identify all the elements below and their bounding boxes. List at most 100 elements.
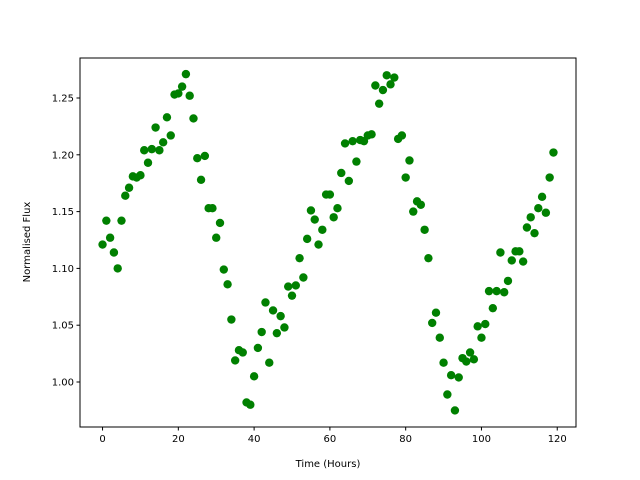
point — [420, 225, 429, 234]
point — [488, 303, 498, 313]
point — [409, 207, 418, 216]
point — [174, 89, 183, 98]
x-tick-label: 40 — [248, 434, 261, 445]
point — [541, 208, 551, 217]
point — [166, 131, 175, 140]
point — [329, 213, 338, 222]
point — [348, 136, 357, 146]
point — [481, 319, 490, 329]
point — [526, 213, 535, 222]
point — [189, 114, 198, 123]
point — [462, 357, 471, 366]
point — [428, 318, 437, 328]
point — [265, 358, 274, 367]
point — [102, 216, 111, 225]
point — [390, 73, 399, 82]
y-tick-label: 1.00 — [52, 378, 74, 389]
point — [401, 173, 410, 182]
point — [284, 282, 293, 291]
point — [469, 355, 479, 364]
point — [299, 273, 308, 282]
point — [295, 253, 304, 263]
point — [431, 308, 441, 317]
point — [155, 146, 164, 155]
point — [545, 173, 554, 182]
point — [193, 154, 202, 163]
point — [530, 228, 539, 238]
point — [352, 157, 361, 166]
point — [325, 190, 335, 199]
point — [185, 91, 194, 100]
point — [443, 390, 452, 399]
point — [314, 240, 323, 249]
point — [302, 234, 312, 244]
point — [151, 123, 160, 132]
point — [136, 171, 145, 180]
point — [272, 328, 282, 338]
point — [219, 265, 228, 274]
point — [337, 168, 346, 178]
y-tick-label: 1.05 — [52, 321, 74, 332]
point — [291, 281, 300, 290]
y-tick-label: 1.10 — [52, 264, 74, 275]
point — [496, 248, 505, 257]
point — [158, 138, 168, 147]
point — [238, 348, 247, 357]
y-tick-label: 1.20 — [52, 150, 74, 161]
point — [246, 400, 255, 409]
point — [386, 80, 395, 89]
x-tick-label: 20 — [172, 434, 185, 445]
point — [280, 323, 289, 332]
point — [143, 158, 153, 167]
point — [397, 131, 407, 140]
x-tick-label: 60 — [324, 434, 337, 445]
point — [109, 248, 119, 257]
point — [484, 286, 494, 296]
point — [177, 82, 187, 91]
point — [534, 203, 543, 213]
x-tick-label: 80 — [399, 434, 412, 445]
point — [344, 176, 354, 186]
y-tick-label: 1.25 — [52, 93, 74, 104]
point — [340, 139, 350, 148]
point — [515, 247, 524, 256]
point — [113, 264, 122, 273]
point — [435, 333, 444, 342]
point — [310, 215, 319, 224]
point — [477, 333, 486, 342]
point — [121, 191, 130, 200]
point — [454, 373, 463, 382]
plot-frame — [79, 57, 577, 428]
point — [147, 144, 157, 154]
point — [287, 291, 297, 300]
point — [253, 343, 263, 353]
point — [518, 257, 528, 266]
point — [140, 146, 149, 155]
point — [405, 156, 414, 165]
x-tick-label: 120 — [548, 434, 567, 445]
point — [212, 233, 221, 242]
point — [416, 200, 426, 209]
point — [378, 85, 388, 95]
x-axis-label: Time (Hours) — [295, 459, 361, 470]
y-tick-label: 1.15 — [52, 207, 74, 218]
point — [162, 113, 172, 122]
point — [522, 223, 532, 232]
point — [249, 372, 259, 381]
point — [196, 175, 206, 184]
point — [507, 256, 516, 265]
point — [117, 216, 126, 225]
point — [306, 206, 316, 215]
x-tick-label: 0 — [99, 434, 105, 445]
point — [382, 71, 391, 80]
x-tick-label: 100 — [472, 434, 491, 445]
y-axis-label: Normalised Flux — [22, 202, 33, 283]
point — [450, 406, 460, 415]
point — [200, 151, 210, 161]
point — [424, 253, 433, 263]
point — [230, 356, 240, 365]
point — [439, 358, 448, 367]
point — [499, 288, 509, 297]
point — [446, 370, 456, 380]
